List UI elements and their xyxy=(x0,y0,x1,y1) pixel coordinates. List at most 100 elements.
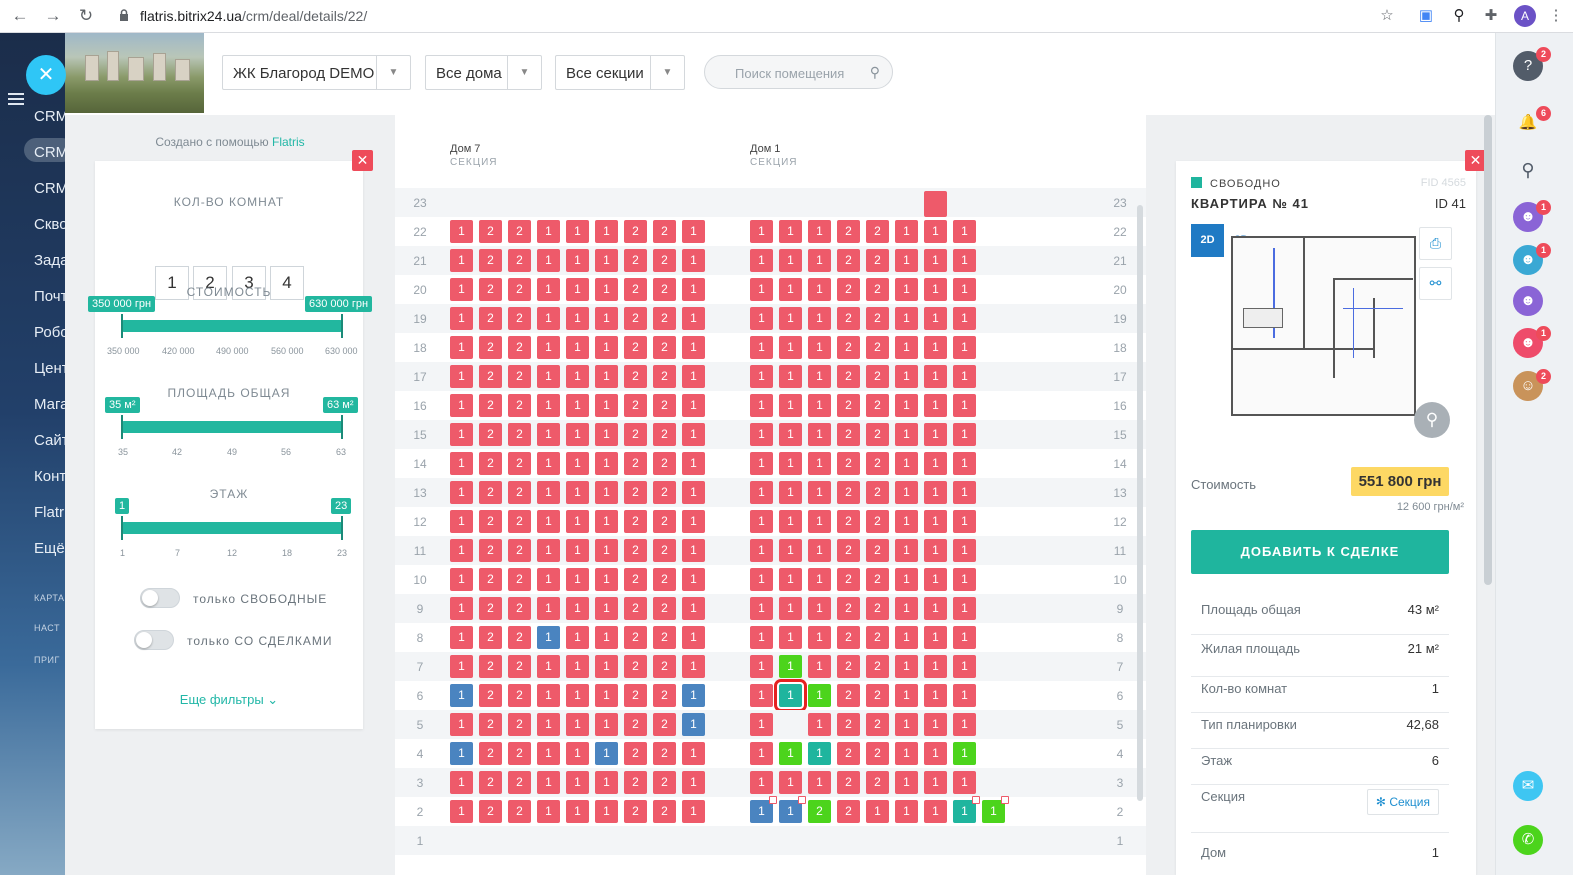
menu-item-11[interactable]: Конт xyxy=(34,468,65,485)
apartment-cell[interactable]: 1 xyxy=(924,220,947,243)
mode-2d-button[interactable]: 2D xyxy=(1191,224,1224,257)
apartment-cell[interactable]: 2 xyxy=(479,394,502,417)
apartment-cell[interactable]: 1 xyxy=(808,626,831,649)
apartment-cell[interactable]: 2 xyxy=(866,597,889,620)
apartment-cell[interactable]: 2 xyxy=(508,597,531,620)
apartment-cell[interactable]: 2 xyxy=(508,365,531,388)
selected-apartment-cell[interactable]: 1 xyxy=(774,679,807,712)
apartment-cell[interactable]: 1 xyxy=(808,452,831,475)
apartment-cell[interactable]: 2 xyxy=(837,684,860,707)
search-icon[interactable]: ⚲ xyxy=(1521,160,1535,180)
menu-small-2[interactable]: НАСТ xyxy=(34,623,61,633)
apartment-cell[interactable]: 2 xyxy=(479,510,502,533)
apartment-cell[interactable]: 1 xyxy=(895,713,918,736)
apartment-cell[interactable]: 1 xyxy=(953,655,976,678)
apartment-cell[interactable]: 1 xyxy=(595,626,618,649)
apartment-cell[interactable]: 1 xyxy=(682,626,705,649)
apartment-cell[interactable]: 1 xyxy=(682,423,705,446)
apartment-cell[interactable]: 2 xyxy=(624,568,647,591)
apartment-cell[interactable]: 1 xyxy=(808,336,831,359)
apartment-cell[interactable]: 1 xyxy=(566,655,589,678)
apartment-cell[interactable]: 1 xyxy=(537,481,560,504)
apartment-cell[interactable]: 2 xyxy=(479,626,502,649)
apartment-cell[interactable]: 2 xyxy=(837,568,860,591)
apartment-cell[interactable]: 2 xyxy=(624,452,647,475)
apartment-cell[interactable]: 1 xyxy=(595,220,618,243)
apartment-cell[interactable]: 1 xyxy=(537,249,560,272)
apartment-cell[interactable]: 1 xyxy=(750,800,773,823)
apartment-cell[interactable]: 1 xyxy=(566,423,589,446)
chat-icon[interactable]: ✉ xyxy=(1513,771,1543,801)
apartment-cell[interactable]: 1 xyxy=(779,220,802,243)
apartment-cell[interactable]: 1 xyxy=(953,800,976,823)
apartment-cell[interactable]: 1 xyxy=(808,481,831,504)
apartment-cell[interactable]: 1 xyxy=(595,394,618,417)
apartment-cell[interactable]: 1 xyxy=(953,742,976,765)
apartment-cell[interactable]: 1 xyxy=(808,597,831,620)
details-scrollbar[interactable] xyxy=(1484,115,1492,585)
apartment-cell[interactable]: 1 xyxy=(953,510,976,533)
apartment-cell[interactable]: 1 xyxy=(450,510,473,533)
apartment-cell[interactable]: 1 xyxy=(682,771,705,794)
apartment-cell[interactable]: 1 xyxy=(779,597,802,620)
apartment-cell[interactable]: 1 xyxy=(682,220,705,243)
apartment-cell[interactable]: 2 xyxy=(866,452,889,475)
apartment-cell[interactable]: 2 xyxy=(653,655,676,678)
apartment-cell[interactable]: 2 xyxy=(479,278,502,301)
apartment-cell[interactable]: 2 xyxy=(479,307,502,330)
profile-avatar[interactable]: A xyxy=(1514,5,1536,27)
apartment-cell[interactable]: 1 xyxy=(895,568,918,591)
apartment-cell[interactable]: 1 xyxy=(537,626,560,649)
apartment-cell[interactable]: 1 xyxy=(924,394,947,417)
reload-icon[interactable]: ↻ xyxy=(78,6,94,25)
apartment-cell[interactable]: 2 xyxy=(508,452,531,475)
apartment-cell[interactable]: 1 xyxy=(450,597,473,620)
menu-item-crm-2[interactable]: CRM xyxy=(34,144,65,161)
apartment-cell[interactable]: 1 xyxy=(450,423,473,446)
apartment-cell[interactable]: 2 xyxy=(837,336,860,359)
apartment-cell[interactable]: 1 xyxy=(595,597,618,620)
apartment-cell[interactable]: 1 xyxy=(895,655,918,678)
apartment-cell[interactable]: 2 xyxy=(508,713,531,736)
room-filter-1[interactable]: 1 xyxy=(155,266,189,300)
created-brand-link[interactable]: Flatris xyxy=(271,135,305,149)
apartment-cell[interactable]: 1 xyxy=(924,684,947,707)
apartment-cell[interactable]: 1 xyxy=(595,423,618,446)
apartment-cell[interactable]: 1 xyxy=(682,452,705,475)
apartment-cell[interactable]: 1 xyxy=(779,336,802,359)
menu-item-9[interactable]: Мага xyxy=(34,396,65,413)
apartment-cell[interactable]: 1 xyxy=(537,510,560,533)
apartment-cell[interactable]: 2 xyxy=(508,539,531,562)
apartment-cell[interactable]: 1 xyxy=(537,713,560,736)
apartment-cell[interactable]: 1 xyxy=(595,539,618,562)
burger-icon[interactable] xyxy=(8,93,24,105)
apartment-cell[interactable]: 2 xyxy=(479,771,502,794)
apartment-cell[interactable]: 1 xyxy=(595,452,618,475)
apartment-cell[interactable]: 1 xyxy=(808,220,831,243)
apartment-cell[interactable]: 1 xyxy=(537,568,560,591)
apartment-cell[interactable]: 2 xyxy=(866,539,889,562)
apartment-cell[interactable]: 2 xyxy=(624,365,647,388)
cost-slider[interactable] xyxy=(121,314,343,338)
apartment-cell[interactable]: 1 xyxy=(779,655,802,678)
apartment-cell[interactable]: 1 xyxy=(808,539,831,562)
apartment-cell[interactable]: 1 xyxy=(450,655,473,678)
apartment-cell[interactable]: 1 xyxy=(953,597,976,620)
forward-icon[interactable]: → xyxy=(44,6,62,25)
apartment-cell[interactable]: 1 xyxy=(682,249,705,272)
apartment-cell[interactable]: 2 xyxy=(624,423,647,446)
apartment-cell[interactable]: 1 xyxy=(953,307,976,330)
apartment-cell[interactable]: 1 xyxy=(566,365,589,388)
apartment-cell[interactable]: 1 xyxy=(537,307,560,330)
apartment-cell[interactable]: 2 xyxy=(508,336,531,359)
chessboard-scrollbar[interactable] xyxy=(1137,205,1143,801)
menu-item-5[interactable]: Зада xyxy=(34,252,65,269)
apartment-cell[interactable]: 1 xyxy=(953,220,976,243)
apartment-cell[interactable]: 2 xyxy=(624,278,647,301)
apartment-cell[interactable]: 2 xyxy=(479,481,502,504)
apartment-cell[interactable]: 1 xyxy=(953,394,976,417)
apartment-cell[interactable]: 1 xyxy=(924,452,947,475)
apartment-cell[interactable]: 2 xyxy=(866,742,889,765)
apartment-cell[interactable]: 1 xyxy=(953,713,976,736)
phone-icon[interactable]: ✆ xyxy=(1513,825,1543,855)
